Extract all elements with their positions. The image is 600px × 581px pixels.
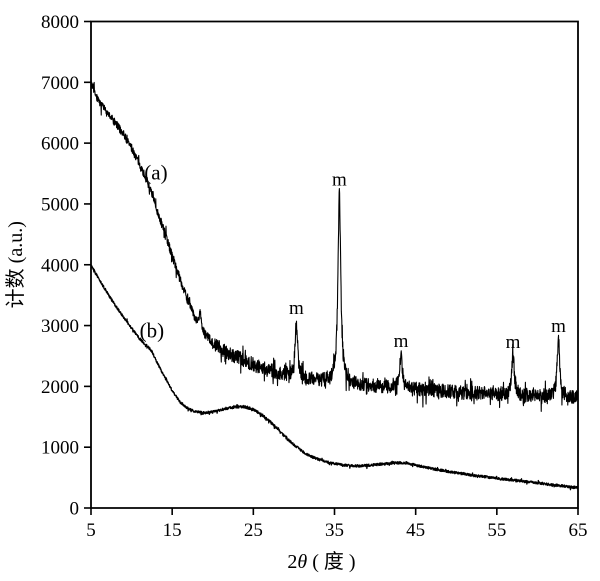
peak-label-m: m xyxy=(394,331,409,352)
y-tick-label: 6000 xyxy=(41,134,79,155)
peak-label-m: m xyxy=(506,332,521,353)
x-axis-label: 2θ ( 度 ) xyxy=(287,550,355,573)
peak-label-m: m xyxy=(551,316,566,337)
curve-a xyxy=(90,79,579,412)
y-tick-label: 8000 xyxy=(41,12,79,33)
peak-label-m: m xyxy=(332,170,347,191)
x-tick-label: 5 xyxy=(86,520,96,541)
y-tick-label: 5000 xyxy=(41,194,79,215)
x-tick-label: 15 xyxy=(163,520,182,541)
x-tick-label: 25 xyxy=(244,520,263,541)
y-tick-label: 0 xyxy=(70,499,80,520)
peak-label-m: m xyxy=(289,298,304,319)
x-tick-label: 55 xyxy=(487,520,506,541)
y-tick-label: 2000 xyxy=(41,377,79,398)
y-tick-label: 4000 xyxy=(41,255,79,276)
x-tick-label: 65 xyxy=(569,520,588,541)
curve-b xyxy=(90,264,579,491)
curve-a-label: (a) xyxy=(144,161,167,185)
y-tick-label: 1000 xyxy=(41,438,79,459)
y-axis-label: 计数 (a.u.) xyxy=(4,221,27,308)
curve-b-label: (b) xyxy=(140,319,165,343)
x-tick-label: 45 xyxy=(406,520,425,541)
x-tick-label: 35 xyxy=(325,520,344,541)
y-tick-label: 7000 xyxy=(41,73,79,94)
y-tick-label: 3000 xyxy=(41,316,79,337)
